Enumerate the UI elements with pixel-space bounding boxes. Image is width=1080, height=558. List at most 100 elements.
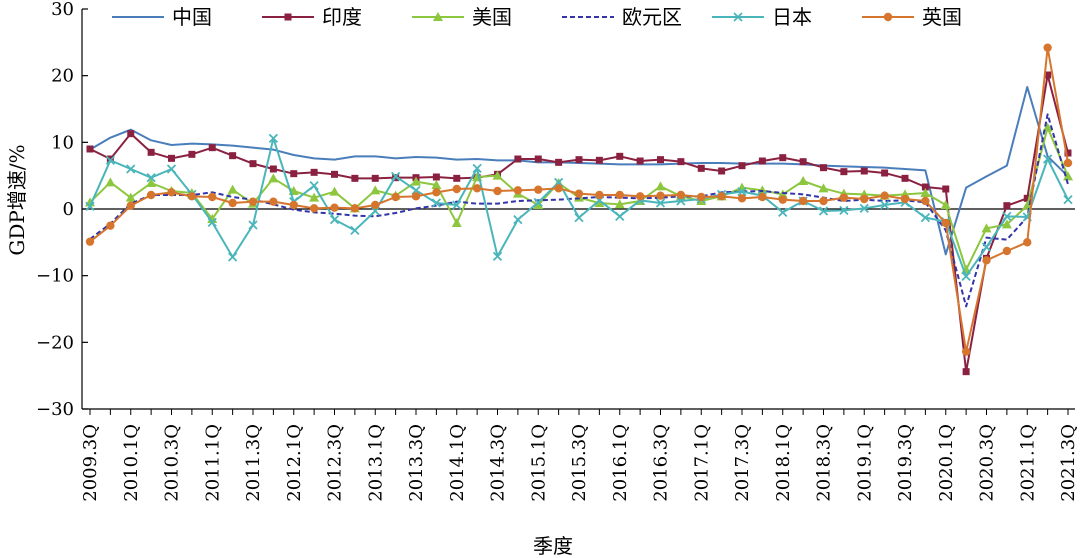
data-point-uk <box>1023 238 1032 247</box>
data-point-japan <box>737 187 747 197</box>
data-point-japan-stroke <box>676 196 686 206</box>
data-point-india <box>147 148 155 156</box>
data-point-india <box>534 155 542 163</box>
data-point-india <box>697 164 705 172</box>
data-point-japan <box>268 133 279 143</box>
data-point-india <box>555 158 563 166</box>
data-point-usa <box>411 176 421 186</box>
data-point-japan <box>615 211 625 221</box>
data-point-india <box>1003 202 1011 210</box>
series-line-china <box>89 86 1069 256</box>
data-point-japan <box>655 198 666 208</box>
legend-marker-uk <box>883 12 893 22</box>
data-point-india <box>779 154 787 162</box>
data-point-uk <box>534 185 543 194</box>
data-point-japan <box>452 200 462 210</box>
data-point-india <box>290 170 298 178</box>
data-point-japan <box>411 185 421 195</box>
x-tick-label: 2010.1Q <box>121 424 142 502</box>
data-point-japan <box>85 201 95 211</box>
data-point-india <box>127 130 135 138</box>
data-point-japan <box>879 200 890 210</box>
data-point-india <box>575 156 583 164</box>
data-point-japan-stroke <box>961 271 971 281</box>
data-point-usa <box>1063 171 1073 181</box>
data-point-japan-stroke <box>778 207 788 217</box>
data-point-uk <box>737 194 747 203</box>
data-point-india <box>188 150 196 158</box>
x-tick-label: 2016.3Q <box>651 424 672 502</box>
data-point-japan-stroke <box>492 251 503 261</box>
data-point-uk <box>860 194 869 204</box>
data-point-uk <box>921 196 930 206</box>
data-point-india <box>636 157 644 165</box>
data-point-usa <box>594 198 605 207</box>
data-point-india <box>942 185 950 193</box>
data-point-uk <box>697 192 706 202</box>
data-point-india <box>1044 71 1052 79</box>
data-point-uk <box>839 193 849 202</box>
data-point-uk <box>309 204 319 213</box>
data-point-japan <box>778 207 788 217</box>
x-tick-label: 2014.1Q <box>447 424 468 502</box>
data-point-japan <box>859 203 869 213</box>
data-point-japan <box>1042 154 1053 164</box>
y-axis-title: GDP增速/% <box>5 144 29 255</box>
data-point-uk <box>941 218 950 228</box>
data-point-uk <box>391 192 400 202</box>
data-point-japan-stroke <box>411 185 421 195</box>
data-point-india <box>371 174 379 182</box>
data-point-uk <box>758 192 767 202</box>
x-tick-label: 2010.3Q <box>162 424 183 502</box>
data-point-japan-stroke <box>655 198 666 208</box>
data-point-japan-stroke <box>431 198 442 208</box>
data-point-india <box>249 160 257 168</box>
data-point-india <box>595 156 603 164</box>
legend-item-japan: 日本 <box>712 5 812 29</box>
y-ticks: 30 20 10 0 −10 −20 −30 <box>36 0 88 420</box>
data-point-uk <box>126 201 135 210</box>
data-point-india <box>820 164 827 172</box>
data-point-japan <box>248 220 258 230</box>
data-point-japan-stroke <box>85 201 95 211</box>
data-point-japan-stroke <box>370 206 380 216</box>
series-china <box>89 86 1069 256</box>
x-tick-label: 2021.1Q <box>1017 424 1038 502</box>
axes <box>81 9 1075 410</box>
legend-item-china: 中国 <box>112 5 212 29</box>
data-point-usa <box>431 180 442 189</box>
y-tick-label: 20 <box>51 66 74 87</box>
data-point-usa <box>227 184 238 194</box>
data-point-japan-stroke <box>248 220 258 230</box>
data-point-uk <box>1063 158 1073 168</box>
legend-label-eurozone: 欧元区 <box>622 5 682 29</box>
data-point-uk <box>900 194 910 204</box>
data-point-india <box>881 169 889 177</box>
data-point-usa <box>451 218 462 227</box>
x-tick-label: 2018.1Q <box>773 424 794 502</box>
data-point-japan <box>105 155 116 165</box>
data-point-usa <box>533 200 544 209</box>
data-point-uk <box>411 192 421 201</box>
data-point-india <box>351 174 359 182</box>
data-point-uk <box>269 197 278 206</box>
data-point-japan-stroke <box>859 203 869 213</box>
data-point-japan-stroke <box>1063 195 1073 205</box>
data-point-india <box>616 152 624 160</box>
data-point-uk <box>371 200 380 210</box>
data-point-uk <box>595 190 604 200</box>
data-point-japan <box>370 206 380 216</box>
data-point-japan <box>961 271 971 281</box>
data-point-india <box>921 183 929 191</box>
data-point-japan-stroke <box>737 187 747 197</box>
data-point-usa <box>655 181 666 191</box>
data-point-uk <box>554 184 563 193</box>
data-point-japan-stroke <box>126 164 136 174</box>
data-point-india <box>901 174 909 182</box>
data-point-uk <box>880 191 889 200</box>
data-point-japan <box>839 205 849 215</box>
data-point-uk <box>472 184 482 193</box>
data-point-japan <box>1063 195 1073 205</box>
data-point-japan-stroke <box>309 181 319 191</box>
x-tick-label: 2017.1Q <box>691 424 712 502</box>
